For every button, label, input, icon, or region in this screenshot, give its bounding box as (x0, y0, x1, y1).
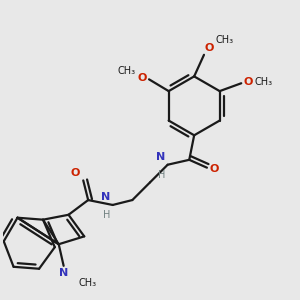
Text: CH₃: CH₃ (254, 77, 272, 87)
Text: O: O (138, 74, 147, 83)
Text: H: H (158, 169, 166, 180)
Text: N: N (101, 192, 111, 202)
Text: O: O (71, 169, 80, 178)
Text: O: O (210, 164, 219, 174)
Text: H: H (103, 210, 111, 220)
Text: CH₃: CH₃ (216, 35, 234, 45)
Text: N: N (157, 152, 166, 162)
Text: CH₃: CH₃ (78, 278, 97, 288)
Text: O: O (205, 43, 214, 53)
Text: N: N (59, 268, 68, 278)
Text: O: O (243, 77, 253, 87)
Text: CH₃: CH₃ (117, 67, 135, 76)
